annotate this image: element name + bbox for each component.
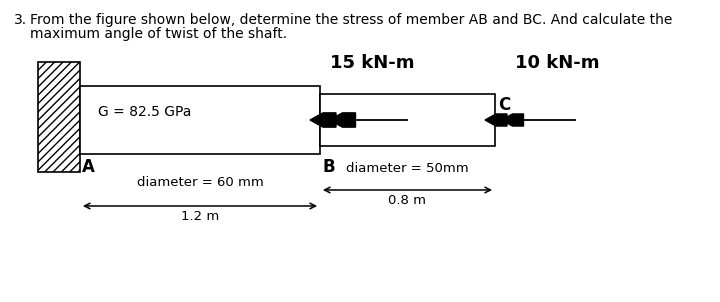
Text: maximum angle of twist of the shaft.: maximum angle of twist of the shaft.	[30, 27, 287, 41]
FancyArrow shape	[502, 114, 523, 126]
Text: 3.: 3.	[14, 13, 27, 27]
Text: From the figure shown below, determine the stress of member AB and BC. And calcu: From the figure shown below, determine t…	[30, 13, 672, 27]
Text: 15 kN-m: 15 kN-m	[330, 54, 415, 72]
Text: 1.2 m: 1.2 m	[181, 210, 219, 223]
Bar	[38, 62, 80, 172]
Bar	[320, 94, 495, 146]
Text: 10 kN-m: 10 kN-m	[515, 54, 600, 72]
Text: A: A	[82, 158, 95, 176]
Bar	[38, 62, 80, 172]
FancyArrow shape	[485, 114, 507, 126]
Text: G = 82.5 GPa: G = 82.5 GPa	[98, 105, 192, 119]
FancyArrow shape	[310, 113, 336, 127]
Text: C: C	[498, 96, 510, 114]
Text: 0.8 m: 0.8 m	[389, 194, 426, 207]
Text: B: B	[322, 158, 335, 176]
FancyArrow shape	[330, 113, 356, 127]
Bar	[80, 86, 320, 154]
Text: diameter = 50mm: diameter = 50mm	[346, 162, 469, 175]
Text: diameter = 60 mm: diameter = 60 mm	[137, 175, 264, 188]
